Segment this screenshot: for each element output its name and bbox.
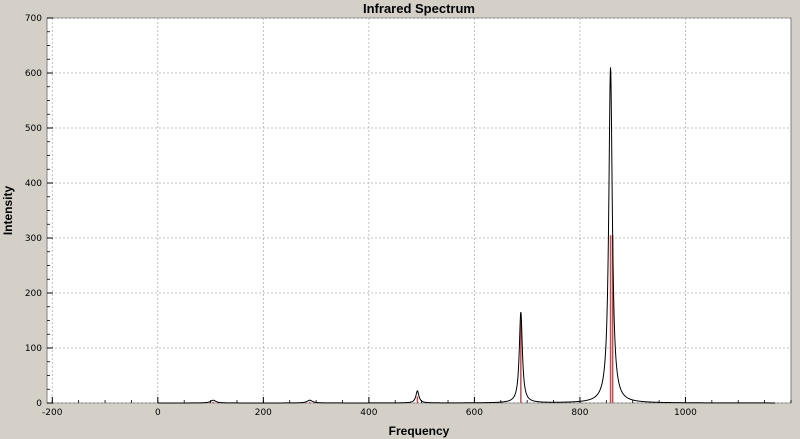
y-tick-label: 200: [25, 289, 42, 299]
x-tick-label: 400: [360, 408, 377, 418]
chart-title: Infrared Spectrum: [363, 1, 475, 16]
y-tick-label: 700: [25, 14, 42, 24]
y-tick-label: 500: [25, 124, 42, 134]
x-tick-label: 200: [255, 408, 272, 418]
y-tick-label: 600: [25, 69, 42, 79]
x-tick-label: 600: [466, 408, 483, 418]
x-tick-label: 1000: [674, 408, 697, 418]
y-tick-label: 300: [25, 234, 42, 244]
plot-area: [46, 17, 792, 404]
grid-lines: [47, 17, 791, 404]
x-axis-ticks: -200 0 200 400 600 800 1000: [42, 397, 697, 418]
x-tick-label: 800: [571, 408, 588, 418]
y-axis-label: Intensity: [1, 186, 15, 236]
y-axis-ticks: 0 100 200 300 400 500 600 700: [25, 14, 53, 409]
x-tick-label: 0: [155, 408, 161, 418]
x-axis-label: Frequency: [389, 424, 450, 438]
x-tick-label: -200: [42, 408, 63, 418]
y-tick-label: 100: [25, 344, 42, 354]
y-tick-label: 400: [25, 179, 42, 189]
y-tick-label: 0: [36, 399, 42, 409]
spectrum-line: [157, 67, 776, 404]
